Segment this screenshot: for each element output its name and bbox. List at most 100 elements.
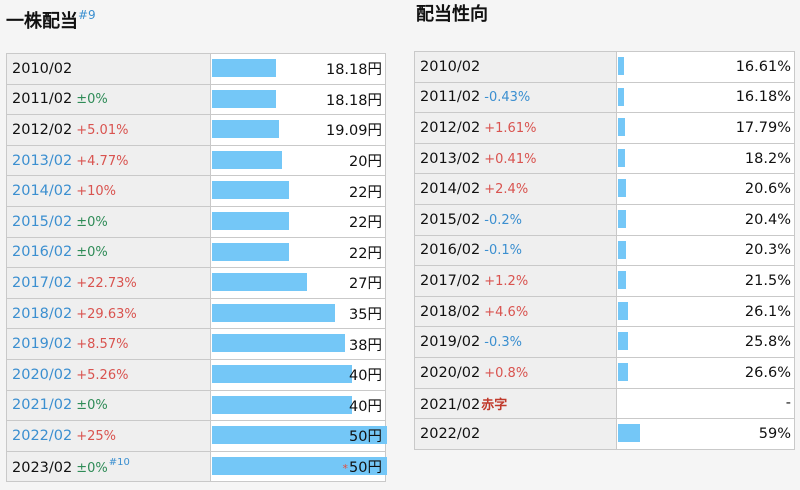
bar-cell: 50円 — [210, 420, 387, 452]
year-label: 2012/02 — [420, 119, 481, 136]
table-row: 2011/02 -0.43% 16.18% — [414, 81, 795, 114]
value-text: 22円 — [349, 245, 382, 262]
dividend-per-share-title: 一株配当#9 — [0, 0, 395, 32]
bar-cell: 27円 — [210, 267, 386, 299]
table-row: 2017/02 +1.2% 21.5% — [414, 265, 795, 297]
year-cell: 2017/02 +1.2% — [414, 265, 617, 297]
value-bar — [212, 120, 279, 139]
year-label: 2010/02 — [12, 60, 73, 77]
year-label: 2017/02 — [420, 272, 481, 289]
bar-cell: 19.09円 — [210, 114, 386, 146]
table-row: 2012/02 +5.01% 19.09円 — [6, 114, 386, 146]
year-link[interactable]: 2021/02 — [12, 397, 73, 414]
value-bar — [618, 240, 626, 259]
value-bar — [618, 179, 626, 198]
value-text: 50円 — [349, 429, 382, 446]
bar-cell: 17.79% — [616, 112, 795, 144]
change-label: -0.43% — [484, 90, 531, 106]
table-row: 2023/02 ±0%#10 *50円 — [6, 450, 387, 483]
year-link[interactable]: 2014/02 — [12, 183, 73, 200]
table-row: 2020/02 +0.8% 26.6% — [414, 356, 795, 389]
year-link[interactable]: 2016/02 — [12, 244, 73, 261]
bar-cell: 26.1% — [616, 295, 795, 328]
value-bar — [618, 271, 627, 290]
year-cell: 2010/02 — [6, 53, 211, 85]
year-cell: 2014/02 +10% — [6, 175, 211, 207]
year-label: 2019/02 — [420, 334, 481, 351]
change-label: +2.4% — [484, 182, 529, 198]
change-label: +4.77% — [76, 153, 129, 169]
value-label: 18.18円 — [326, 62, 382, 78]
title-footnote-link[interactable]: #9 — [78, 8, 96, 22]
value-bar — [618, 87, 625, 106]
table-row: 2021/02赤字 - — [414, 387, 795, 420]
year-cell: 2022/02 +25% — [6, 420, 211, 452]
year-link[interactable]: 2022/02 — [12, 427, 73, 444]
bar-cell: 18.18円 — [210, 53, 386, 85]
table-row: 2013/02 +0.41% 18.2% — [414, 142, 795, 175]
value-label: 16.61% — [736, 59, 791, 75]
value-text: 22円 — [349, 215, 382, 232]
value-text: 18.18円 — [325, 62, 382, 79]
year-link[interactable]: 2018/02 — [12, 305, 73, 322]
bar-cell: 22円 — [210, 236, 386, 269]
value-bar — [212, 273, 307, 292]
year-cell: 2011/02 ±0% — [6, 83, 211, 116]
value-text: 40円 — [349, 398, 382, 415]
bar-cell: 26.6% — [616, 356, 795, 389]
year-cell: 2019/02 -0.3% — [414, 326, 617, 358]
bar-cell: 22円 — [210, 175, 386, 207]
year-cell: 2016/02 ±0% — [6, 236, 211, 269]
bar-cell: 40円 — [210, 389, 386, 422]
value-label: 40円 — [349, 368, 382, 384]
year-link[interactable]: 2017/02 — [12, 274, 73, 291]
table-row: 2018/02 +29.63% 35円 — [6, 297, 386, 330]
dividend-per-share-table: 2010/02 18.18円 2011/02 ±0% 18.18円 2012/02 +5.0… — [6, 53, 387, 483]
footnote-link[interactable]: #10 — [108, 457, 130, 469]
table-row: 2015/02 ±0% 22円 — [6, 205, 386, 238]
year-link[interactable]: 2013/02 — [12, 152, 73, 169]
bar-cell: 16.18% — [616, 81, 795, 114]
bar-cell: 40円 — [210, 358, 386, 391]
bar-cell: 22円 — [210, 205, 386, 238]
year-cell: 2015/02 ±0% — [6, 205, 211, 238]
table-row: 2013/02 +4.77% 20円 — [6, 144, 386, 177]
value-label: 26.1% — [745, 304, 791, 320]
year-cell: 2021/02 ±0% — [6, 389, 211, 422]
value-label: 21.5% — [745, 273, 791, 289]
payout-ratio-section: 配当性向 2010/02 16.61% 2011/02 -0.43% 16.18% 201… — [408, 0, 800, 450]
year-cell: 2012/02 +5.01% — [6, 114, 211, 146]
value-text: 20.3% — [744, 242, 791, 259]
value-text: 16.18% — [735, 89, 791, 106]
value-bar — [618, 362, 628, 381]
value-text: 40円 — [349, 368, 382, 385]
value-label: 20.4% — [745, 212, 791, 228]
change-label: ±0% — [76, 398, 108, 414]
value-text: 50円 — [349, 460, 382, 477]
year-cell: 2020/02 +5.26% — [6, 358, 211, 391]
value-text: 35円 — [349, 307, 382, 324]
value-label: *50円 — [343, 460, 382, 476]
bar-cell: 20.3% — [616, 234, 795, 267]
value-label: 16.18% — [736, 89, 791, 105]
payout-ratio-table: 2010/02 16.61% 2011/02 -0.43% 16.18% 2012/02 +… — [414, 51, 795, 450]
year-link[interactable]: 2015/02 — [12, 213, 73, 230]
value-text: 59% — [758, 425, 791, 442]
year-label: 2023/02 — [12, 460, 73, 477]
year-link[interactable]: 2020/02 — [12, 366, 73, 383]
year-label: 2015/02 — [420, 211, 481, 228]
value-text: 26.1% — [744, 303, 791, 320]
value-label: 17.79% — [736, 120, 791, 136]
value-label: 19.09円 — [326, 123, 382, 139]
change-label: +1.61% — [484, 120, 537, 136]
value-text: 27円 — [349, 276, 382, 293]
table-row: 2010/02 18.18円 — [6, 53, 386, 85]
bar-cell: 20.6% — [616, 173, 795, 205]
value-label: 40円 — [349, 399, 382, 415]
value-text: - — [785, 395, 791, 412]
change-label: +25% — [76, 428, 117, 444]
year-cell: 2018/02 +29.63% — [6, 297, 211, 330]
year-link[interactable]: 2019/02 — [12, 336, 73, 353]
change-label: ±0% — [76, 461, 108, 477]
value-label: 22円 — [349, 185, 382, 201]
